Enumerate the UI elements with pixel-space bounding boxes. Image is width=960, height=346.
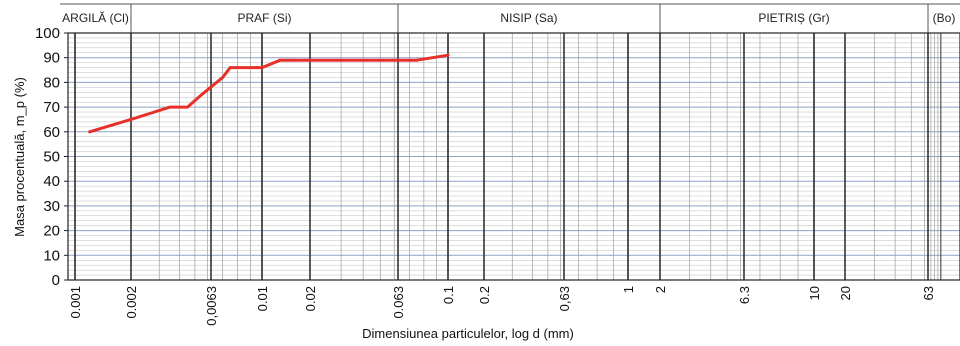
series-point: [396, 58, 400, 62]
x-tick-label: 0.002: [124, 286, 139, 319]
band-label: PIETRIȘ (Gr): [758, 11, 829, 25]
series-point: [129, 118, 133, 121]
x-tick-label: 0,0063: [204, 286, 219, 326]
x-tick-label: 0.2: [477, 286, 492, 304]
series-point: [200, 93, 203, 97]
y-axis-title: Masa procentuală, m_p (%): [12, 77, 27, 237]
series-point: [415, 58, 419, 62]
band-label: PRAF (Si): [238, 11, 292, 25]
series-layer: [88, 53, 450, 134]
series-point: [186, 105, 189, 109]
y-axis-ticks: 0 10 20 30 40 50 60 70 80 90 100: [35, 25, 68, 289]
series-point: [88, 130, 92, 134]
y-tick-label: 60: [43, 124, 60, 141]
series-point: [168, 105, 172, 109]
x-tick-label: 1: [621, 286, 636, 293]
x-tick-label: 20: [838, 286, 853, 300]
x-tick-label: 0.001: [68, 286, 83, 319]
y-tick-label: 100: [35, 25, 60, 42]
series-point: [254, 66, 258, 69]
x-tick-label: 0.02: [303, 286, 318, 311]
series-point: [228, 66, 232, 69]
soil-class-bands: ARGILĂ (Cl) PRAF (Si) NISIP (Sa) PIETRIȘ (G…: [60, 3, 960, 33]
y-tick-label: 90: [43, 50, 60, 67]
x-tick-label: 0.1: [441, 286, 456, 304]
y-tick-label: 20: [43, 223, 60, 240]
y-tick-label: 50: [43, 149, 60, 166]
x-tick-label: 10: [807, 286, 822, 300]
y-tick-label: 0: [52, 272, 60, 289]
y-tick-label: 10: [43, 247, 60, 264]
x-tick-label: 0.063: [391, 286, 406, 319]
x-tick-label: 0.01: [255, 286, 270, 311]
series-point: [278, 58, 282, 62]
y-tick-label: 80: [43, 74, 60, 91]
series-point: [288, 58, 292, 62]
band-label: (Bo): [933, 11, 956, 25]
y-tick-label: 40: [43, 173, 60, 190]
x-tick-label: 0,63: [557, 286, 572, 311]
series-point: [145, 113, 148, 116]
x-tick-label: 63: [921, 286, 936, 300]
x-axis-ticks: 0.001 0.002 0,0063 0.01 0.02 0.063 0.1 0.2 0,63 1…: [68, 286, 936, 326]
x-tick-label: 6.3: [737, 286, 752, 304]
series-point: [221, 76, 225, 79]
y-tick-label: 70: [43, 99, 60, 116]
x-axis-title: Dimensiunea particulelor, log d (mm): [362, 326, 574, 341]
series-point: [446, 53, 450, 57]
band-label: ARGILĂ (Cl): [62, 10, 129, 25]
y-tick-label: 30: [43, 198, 60, 215]
band-label: NISIP (Sa): [500, 11, 557, 25]
series-point: [260, 66, 264, 69]
grid-lines: [68, 32, 960, 281]
x-tick-label: 2: [653, 286, 668, 293]
